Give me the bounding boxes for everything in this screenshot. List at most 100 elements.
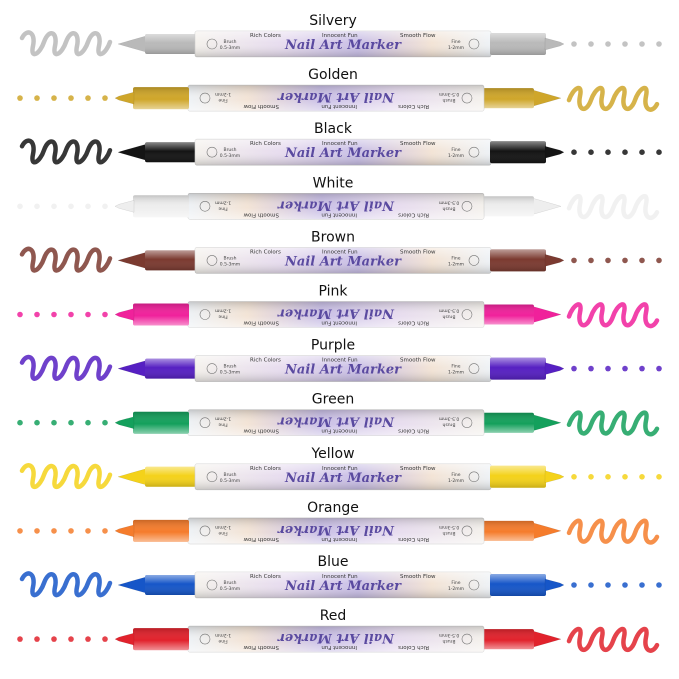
icon [468,471,480,483]
tip-info: 0.5-3mm [439,632,459,638]
brand-name: Nail Art Marker [284,471,402,486]
cap-left-shine [482,629,534,650]
cap-left-shine [482,520,534,541]
color-dot [656,582,662,588]
color-dot [639,582,645,588]
color-dot [605,582,611,588]
color-swatch-stroke [19,246,113,273]
tip-info: 1-2mm [448,45,464,51]
barrel-shine [188,517,484,544]
icon [206,471,218,483]
color-dot [85,419,91,426]
feature-text: Smooth Flow [400,466,436,472]
color-dot [622,257,628,264]
tip-info: Brush [224,147,237,153]
tip-info: Brush [224,255,237,261]
color-dot [102,528,108,534]
tip-info: Brush [224,364,237,370]
color-dot [571,474,577,480]
fine-tip [114,91,135,105]
color-swatch-stroke [19,571,113,598]
color-dot [571,365,577,372]
fine-tip [544,362,565,375]
tip-info: 1-2mm [215,91,231,97]
cap-left-shine [145,142,197,163]
icon [206,38,218,50]
color-swatch-stroke [566,302,660,329]
marker-label: Silvery [309,13,357,29]
tip-info: Fine [218,422,227,428]
color-swatch-stroke [566,518,660,545]
color-dot [85,311,91,318]
barrel-shine [195,355,491,382]
feature-text: Rich Colors [250,249,281,255]
tip-info: Brush [442,97,455,103]
marker-label: Yellow [310,446,354,462]
barrel-shine [188,193,484,220]
tip-info: 1-2mm [448,478,464,484]
feature-text: Rich Colors [398,644,429,650]
brush-tip [532,306,562,323]
icon [461,309,473,320]
color-dot [34,419,40,426]
tip-info: 1-2mm [215,416,231,422]
tip-info: Fine [218,205,227,211]
feature-text: Rich Colors [398,428,429,434]
cap-left-shine [145,358,197,379]
color-dot [51,419,57,426]
feature-text: Smooth Flow [400,141,436,147]
color-dot [639,365,645,372]
barrel-shine [195,463,491,490]
tip-info: Fine [218,530,227,536]
color-dot [656,365,662,372]
color-dot [588,149,594,155]
color-dot [622,149,628,155]
feature-text: Innocent Fun [322,574,358,580]
tip-info: Fine [451,147,460,153]
cap-right-shine [133,628,189,651]
feature-text: Smooth Flow [243,428,279,434]
color-dot [68,311,74,318]
fine-tip [544,578,565,592]
feature-text: Innocent Fun [322,466,358,472]
barrel-shine [188,409,484,436]
brand-name: Nail Art Marker [277,414,395,429]
feature-text: Innocent Fun [321,211,357,217]
feature-text: Smooth Flow [243,536,279,542]
barrel-shine [188,301,484,328]
color-dot [85,636,91,642]
brand-name: Nail Art Marker [277,522,395,537]
color-swatch-stroke [566,626,660,653]
brush-tip [117,252,147,269]
color-dot [588,582,594,588]
marker-label: Pink [318,284,348,300]
feature-text: Innocent Fun [322,33,358,39]
marker-label: Red [320,608,347,624]
color-swatch-stroke [566,410,660,437]
color-dot [605,474,611,480]
feature-text: Innocent Fun [321,644,357,650]
fine-tip [544,254,565,267]
color-dot [656,149,662,155]
color-dot [622,582,628,588]
tip-info: 0.5-3mm [220,370,240,376]
cap-left-shine [482,196,534,217]
color-dot [102,203,108,210]
feature-text: Rich Colors [398,536,429,542]
icon [199,417,211,429]
brand-name: Nail Art Marker [284,146,402,161]
tip-info: 0.5-3mm [439,416,459,422]
color-dot [605,257,611,264]
color-dot [51,528,57,534]
cap-right-shine [133,195,189,218]
tip-info: Brush [442,638,455,644]
color-swatch-stroke [19,463,113,490]
icon [461,525,473,537]
feature-text: Innocent Fun [321,103,357,109]
feature-text: Smooth Flow [243,644,279,650]
